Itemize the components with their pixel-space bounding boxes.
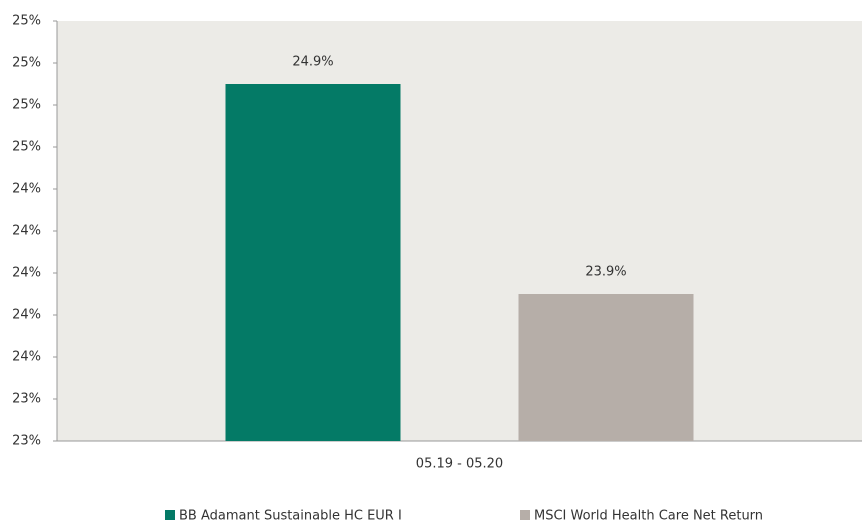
y-tick-label: 23% [12, 392, 41, 407]
y-tick-label: 24% [12, 350, 41, 365]
value-label: 23.9% [585, 265, 626, 280]
y-tick-label: 24% [12, 182, 41, 197]
legend-swatch [165, 510, 175, 520]
x-tick-label: 05.19 - 05.20 [416, 457, 503, 472]
y-tick-label: 25% [12, 56, 41, 71]
y-tick-label: 23% [12, 434, 41, 449]
legend-label: BB Adamant Sustainable HC EUR I [179, 509, 402, 523]
y-tick-label: 24% [12, 224, 41, 239]
y-tick-label: 25% [12, 14, 41, 29]
y-tick-label: 25% [12, 98, 41, 113]
y-tick-label: 25% [12, 140, 41, 155]
legend-label: MSCI World Health Care Net Return [534, 509, 763, 523]
y-tick-label: 24% [12, 266, 41, 281]
legend-swatch [520, 510, 530, 520]
bar [518, 294, 694, 441]
bar [225, 84, 401, 441]
plot-area [57, 21, 862, 441]
y-tick-label: 24% [12, 308, 41, 323]
value-label: 24.9% [292, 55, 333, 70]
